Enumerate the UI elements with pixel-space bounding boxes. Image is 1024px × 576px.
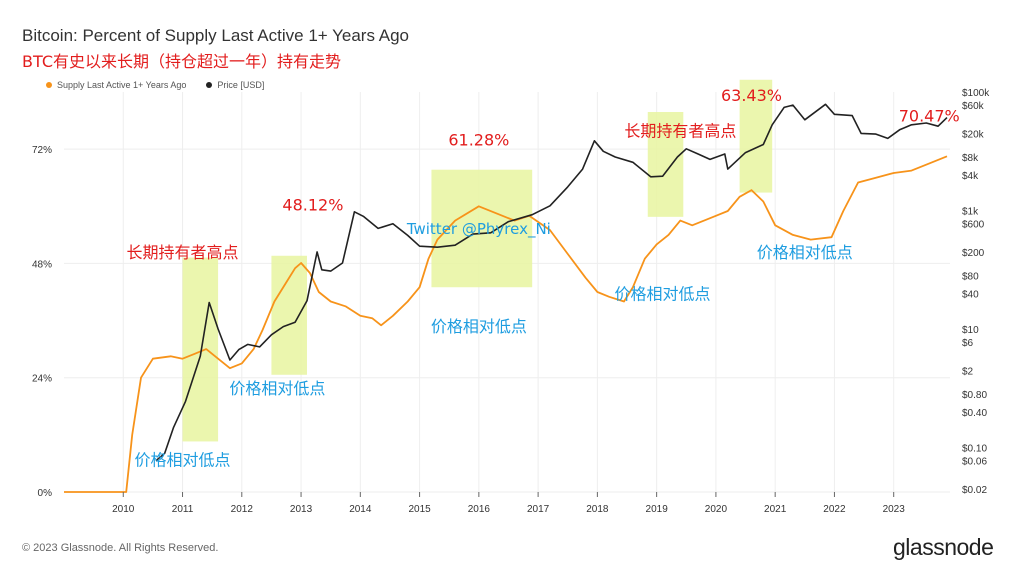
legend-item-price[interactable]: Price [USD] <box>206 80 264 90</box>
series-group <box>64 103 948 493</box>
glassnode-logo[interactable]: glassnode <box>893 534 994 560</box>
y-right-tick-label: $200 <box>962 248 985 259</box>
annotation-label: 价格相对低点 <box>135 450 231 469</box>
annotation-label: 价格相对低点 <box>229 379 325 398</box>
y-right-tick-label: $40 <box>962 289 979 300</box>
annotation-label: 价格相对低点 <box>431 317 527 336</box>
y-right-tick-label: $0.02 <box>962 485 987 496</box>
annotation-label: 70.47% <box>899 107 960 126</box>
annotation-label: 价格相对低点 <box>757 243 853 262</box>
legend-item-supply[interactable]: Supply Last Active 1+ Years Ago <box>46 80 186 90</box>
legend-dot-supply <box>46 82 52 88</box>
x-tick-label: 2011 <box>172 504 194 515</box>
y-right-tick-label: $0.10 <box>962 444 987 455</box>
x-axis: 2010 2011 2012 2013 2014 2015 2016 2017 2018 2019… <box>112 492 905 515</box>
x-tick-label: 2019 <box>646 504 669 515</box>
annotation-label: 48.12% <box>282 196 343 215</box>
y-right-tick-label: $60k <box>962 101 985 112</box>
annotation-label: 63.43% <box>721 86 782 105</box>
y-right-tick-label: $0.40 <box>962 408 987 419</box>
x-tick-label: 2023 <box>883 504 906 515</box>
x-tick-label: 2018 <box>586 504 609 515</box>
y-axis-right: $100k $60k $20k $8k $4k $1k $600 $200 $80 $40 $10 $… <box>962 88 990 496</box>
x-tick-label: 2016 <box>468 504 491 515</box>
y-right-tick-label: $6 <box>962 338 974 349</box>
annotation-label: 长期持有者高点 <box>624 121 736 140</box>
y-left-tick-label: 72% <box>32 145 52 156</box>
y-right-tick-label: $1k <box>962 207 979 218</box>
y-right-tick-label: $0.06 <box>962 457 987 468</box>
y-right-tick-label: $10 <box>962 325 979 336</box>
annotations: 长期持有者高点 48.12% 61.28% 长期持有者高点 63.43% 70.47% 价格… <box>127 86 960 469</box>
y-right-tick-label: $600 <box>962 220 985 231</box>
y-axis-left: 0% 24% 48% 72% <box>32 145 52 499</box>
x-tick-label: 2015 <box>408 504 431 515</box>
annotation-label: 61.28% <box>448 130 509 149</box>
annotation-label: 价格相对低点 <box>615 284 711 303</box>
highlight-region <box>271 255 307 375</box>
series-line-supply <box>64 155 948 493</box>
y-left-tick-label: 0% <box>38 488 53 499</box>
x-tick-label: 2013 <box>290 504 313 515</box>
y-right-tick-label: $100k <box>962 88 990 99</box>
legend: Supply Last Active 1+ Years Ago Price [U… <box>46 80 264 90</box>
highlight-region <box>182 257 219 442</box>
annotation-label: Twitter @Phyrex_Ni <box>406 220 551 239</box>
y-right-tick-label: $8k <box>962 153 979 164</box>
y-right-tick-label: $2 <box>962 366 974 377</box>
y-right-tick-label: $0.80 <box>962 390 987 401</box>
x-tick-label: 2012 <box>231 504 254 515</box>
annotation-label: 长期持有者高点 <box>127 243 239 262</box>
x-tick-label: 2017 <box>527 504 550 515</box>
y-left-tick-label: 24% <box>32 374 52 385</box>
y-left-tick-label: 48% <box>32 259 52 270</box>
legend-label-supply: Supply Last Active 1+ Years Ago <box>57 80 187 90</box>
chart-title: Bitcoin: Percent of Supply Last Active 1… <box>22 26 409 45</box>
series-line-price <box>155 103 948 462</box>
x-tick-label: 2022 <box>823 504 846 515</box>
y-right-tick-label: $80 <box>962 272 979 283</box>
x-tick-label: 2020 <box>705 504 728 515</box>
x-tick-label: 2010 <box>112 504 135 515</box>
y-right-tick-label: $4k <box>962 171 979 182</box>
copyright-text: © 2023 Glassnode. All Rights Reserved. <box>22 542 219 554</box>
x-tick-label: 2014 <box>349 504 372 515</box>
y-right-tick-label: $20k <box>962 129 985 140</box>
x-tick-label: 2021 <box>764 504 787 515</box>
legend-dot-price <box>206 82 213 88</box>
highlight-region <box>647 112 684 217</box>
chart-subtitle: BTC有史以来长期（持仓超过一年）持有走势 <box>22 52 341 71</box>
legend-label-price: Price [USD] <box>217 80 265 90</box>
